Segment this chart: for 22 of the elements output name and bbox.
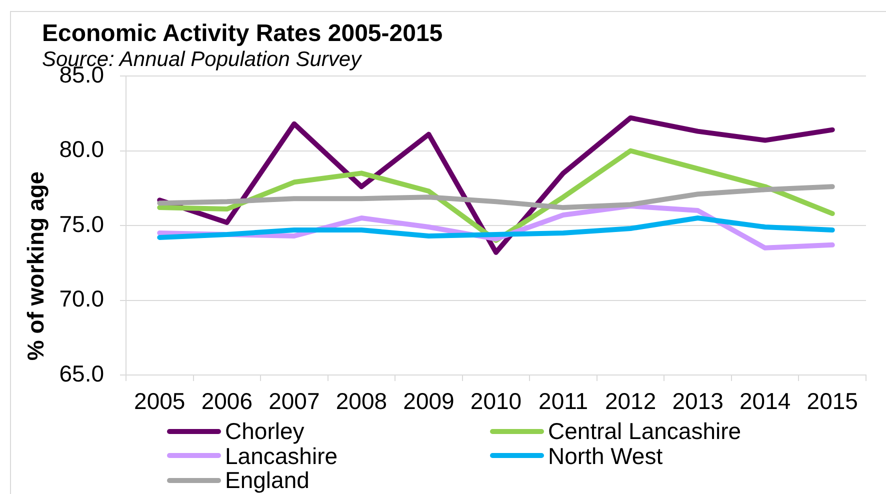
y-tick-label: 65.0 bbox=[59, 360, 104, 386]
legend-label: Central Lancashire bbox=[548, 418, 742, 444]
y-tick-label: 70.0 bbox=[59, 286, 104, 312]
legend-label: Chorley bbox=[225, 418, 304, 444]
legend-label: England bbox=[225, 467, 310, 493]
x-tick-label: 2015 bbox=[806, 388, 858, 414]
legend-label: Lancashire bbox=[225, 442, 338, 468]
x-tick-label: 2009 bbox=[403, 388, 454, 414]
x-tick-label: 2010 bbox=[470, 388, 522, 414]
x-tick-label: 2012 bbox=[604, 388, 656, 414]
x-tick-label: 2006 bbox=[201, 388, 252, 414]
y-tick-label: 75.0 bbox=[59, 210, 104, 237]
x-tick-label: 2014 bbox=[740, 388, 791, 414]
y-tick-label: 80.0 bbox=[59, 136, 104, 162]
x-tick-label: 2008 bbox=[336, 388, 388, 414]
x-tick-label: 2005 bbox=[134, 388, 186, 414]
x-tick-label: 2013 bbox=[672, 388, 724, 414]
x-tick-label: 2007 bbox=[268, 388, 320, 414]
chart-title: Economic Activity Rates 2005-2015 bbox=[42, 20, 443, 47]
y-axis-title: % of working age bbox=[22, 171, 48, 361]
x-tick-label: 2011 bbox=[538, 388, 588, 414]
legend-label: North West bbox=[548, 442, 663, 468]
